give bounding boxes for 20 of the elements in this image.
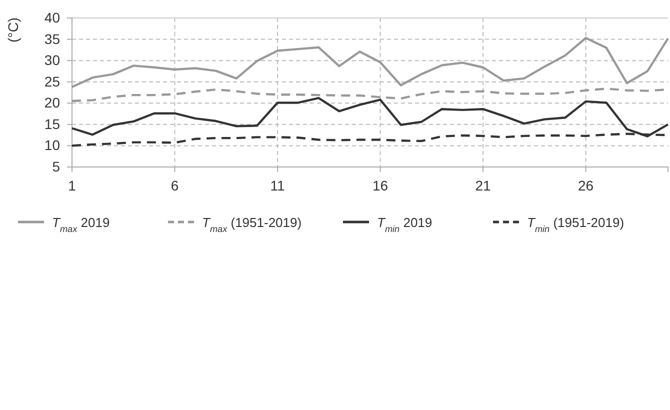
y-tick-label: 25: [44, 73, 60, 90]
x-tick-label: 16: [372, 177, 388, 194]
y-tick-label: 10: [44, 137, 60, 154]
y-tick-label: 30: [44, 52, 60, 68]
y-tick-label: 20: [44, 94, 60, 111]
legend-label: T$_{max}$ 2019: [52, 215, 110, 234]
legend-label: T$_{max}$ (1951-2019): [202, 215, 302, 234]
x-tick-label: 1: [68, 177, 76, 194]
legend-label: T$_{min}$ 2019: [377, 215, 432, 234]
x-tick-label: 6: [170, 177, 179, 194]
x-tick-label: 21: [475, 177, 492, 194]
legend-label: T$_{min}$ (1951-2019): [527, 215, 624, 234]
x-tick-label: 26: [578, 177, 594, 194]
x-tick-label: 11: [270, 177, 285, 194]
y-tick-label: 5: [52, 158, 60, 174]
y-axis-title: (°C): [5, 17, 21, 43]
y-tick-label: 40: [44, 9, 60, 26]
y-tick-label: 15: [44, 116, 60, 132]
y-tick-label: 35: [44, 30, 60, 47]
line-series: [70, 36, 670, 88]
